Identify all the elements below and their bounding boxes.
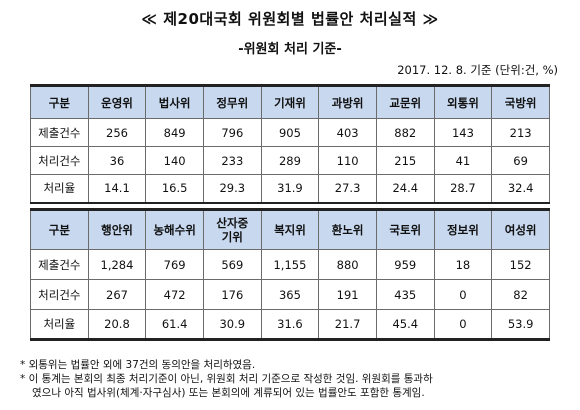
table-cell: 959 xyxy=(375,249,435,280)
header-cell: 법사위 xyxy=(145,85,204,119)
table-cell: 882 xyxy=(375,118,435,147)
date-unit-label: 2017. 12. 8. 기준 (단위:건, %) xyxy=(397,63,558,77)
table-cell: 1,155 xyxy=(260,249,320,280)
header-cell: 정무위 xyxy=(202,85,262,119)
table-cell: 31.9 xyxy=(260,174,320,203)
table-cell: 256 xyxy=(87,118,147,147)
table-row: 제출건수 1,284 769 569 1,155 880 959 18 152 xyxy=(30,249,550,280)
table-cell: 403 xyxy=(318,118,377,147)
table-cell: 30.9 xyxy=(202,309,262,340)
table-cell: 905 xyxy=(260,118,320,147)
header-cell: 운영위 xyxy=(87,85,147,119)
table-row: 처리건수 267 472 176 365 191 435 0 82 xyxy=(30,279,550,310)
header-cell: 구분 xyxy=(30,209,89,250)
table-header-row: 구분 행안위 농해수위 산자중기위 복지위 환노위 국토위 정보위 여성위 xyxy=(30,209,550,250)
footnote: 였으나 아직 법사위(체계·자구심사) 또는 본회의에 계류되어 있는 법률안도… xyxy=(32,387,425,399)
table-cell: 41 xyxy=(433,146,493,175)
table-cell: 32.4 xyxy=(491,174,550,203)
table-cell: 435 xyxy=(375,279,435,310)
header-cell: 교문위 xyxy=(375,85,435,119)
table-row: 제출건수 256 849 796 905 403 882 143 213 xyxy=(30,118,550,147)
table-cell: 191 xyxy=(318,279,377,310)
footnotes: * 외통위는 법률안 외에 37건의 동의안을 처리하였음. * 이 통계는 본… xyxy=(20,358,570,400)
header-cell: 산자중기위 xyxy=(202,209,262,250)
header-cell: 기재위 xyxy=(260,85,320,119)
header-cell: 여성위 xyxy=(491,209,550,250)
table-cell: 31.6 xyxy=(260,309,320,340)
header-cell: 과방위 xyxy=(318,85,377,119)
header-cell: 구분 xyxy=(30,85,89,119)
table-cell: 0 xyxy=(433,279,493,310)
table-cell: 36 xyxy=(87,146,147,175)
header-cell: 행안위 xyxy=(87,209,147,250)
table-cell: 14.1 xyxy=(87,174,147,203)
table-cell: 45.4 xyxy=(375,309,435,340)
table-cell: 233 xyxy=(202,146,262,175)
table-cell: 24.4 xyxy=(375,174,435,203)
row-label: 제출건수 xyxy=(30,118,89,147)
table-cell: 18 xyxy=(433,249,493,280)
table-cell: 61.4 xyxy=(145,309,204,340)
table-cell: 849 xyxy=(145,118,204,147)
table-cell: 1,284 xyxy=(87,249,147,280)
table-cell: 796 xyxy=(202,118,262,147)
table-cell: 152 xyxy=(491,249,550,280)
footnote: * 외통위는 법률안 외에 37건의 동의안을 처리하였음. xyxy=(20,359,256,371)
committee-table-1: 구분 운영위 법사위 정무위 기재위 과방위 교문위 외통위 국방위 제출건수 … xyxy=(30,84,550,204)
header-cell: 복지위 xyxy=(260,209,320,250)
table-cell: 140 xyxy=(145,146,204,175)
header-cell: 정보위 xyxy=(433,209,493,250)
table-cell: 472 xyxy=(145,279,204,310)
table-cell: 213 xyxy=(491,118,550,147)
row-label: 처리율 xyxy=(30,309,89,340)
table-cell: 21.7 xyxy=(318,309,377,340)
table-cell: 53.9 xyxy=(491,309,550,340)
row-label: 처리건수 xyxy=(30,146,89,175)
table-cell: 267 xyxy=(87,279,147,310)
row-label: 처리건수 xyxy=(30,279,89,310)
table-cell: 27.3 xyxy=(318,174,377,203)
table-cell: 82 xyxy=(491,279,550,310)
table-cell: 769 xyxy=(145,249,204,280)
table-cell: 16.5 xyxy=(145,174,204,203)
table-cell: 143 xyxy=(433,118,493,147)
committee-table-2: 구분 행안위 농해수위 산자중기위 복지위 환노위 국토위 정보위 여성위 제출… xyxy=(30,208,550,341)
header-cell: 국방위 xyxy=(491,85,550,119)
table-cell: 28.7 xyxy=(433,174,493,203)
table-row: 처리건수 36 140 233 289 110 215 41 69 xyxy=(30,146,550,175)
table-cell: 29.3 xyxy=(202,174,262,203)
table-row: 처리율 14.1 16.5 29.3 31.9 27.3 24.4 28.7 3… xyxy=(30,174,550,203)
row-label: 처리율 xyxy=(30,174,89,203)
table-cell: 215 xyxy=(375,146,435,175)
header-cell: 농해수위 xyxy=(145,209,204,250)
table-cell: 880 xyxy=(318,249,377,280)
table-cell: 176 xyxy=(202,279,262,310)
footnote: * 이 통계는 본회의 최종 처리기준이 아닌, 위원회 처리 기준으로 작성한… xyxy=(20,373,433,385)
header-cell: 외통위 xyxy=(433,85,493,119)
table-row: 처리율 20.8 61.4 30.9 31.6 21.7 45.4 0 53.9 xyxy=(30,309,550,340)
row-label: 제출건수 xyxy=(30,249,89,280)
table-cell: 365 xyxy=(260,279,320,310)
table-cell: 110 xyxy=(318,146,377,175)
table-cell: 69 xyxy=(491,146,550,175)
header-cell: 국토위 xyxy=(375,209,435,250)
page-subtitle: -위원회 처리 기준- xyxy=(238,42,342,57)
table-cell: 20.8 xyxy=(87,309,147,340)
table-cell: 0 xyxy=(433,309,493,340)
table-header-row: 구분 운영위 법사위 정무위 기재위 과방위 교문위 외통위 국방위 xyxy=(30,85,550,119)
table-cell: 569 xyxy=(202,249,262,280)
header-cell: 환노위 xyxy=(318,209,377,250)
table-cell: 289 xyxy=(260,146,320,175)
page-title: ≪ 제20대국회 위원회별 법률안 처리실적 ≫ xyxy=(141,10,439,28)
